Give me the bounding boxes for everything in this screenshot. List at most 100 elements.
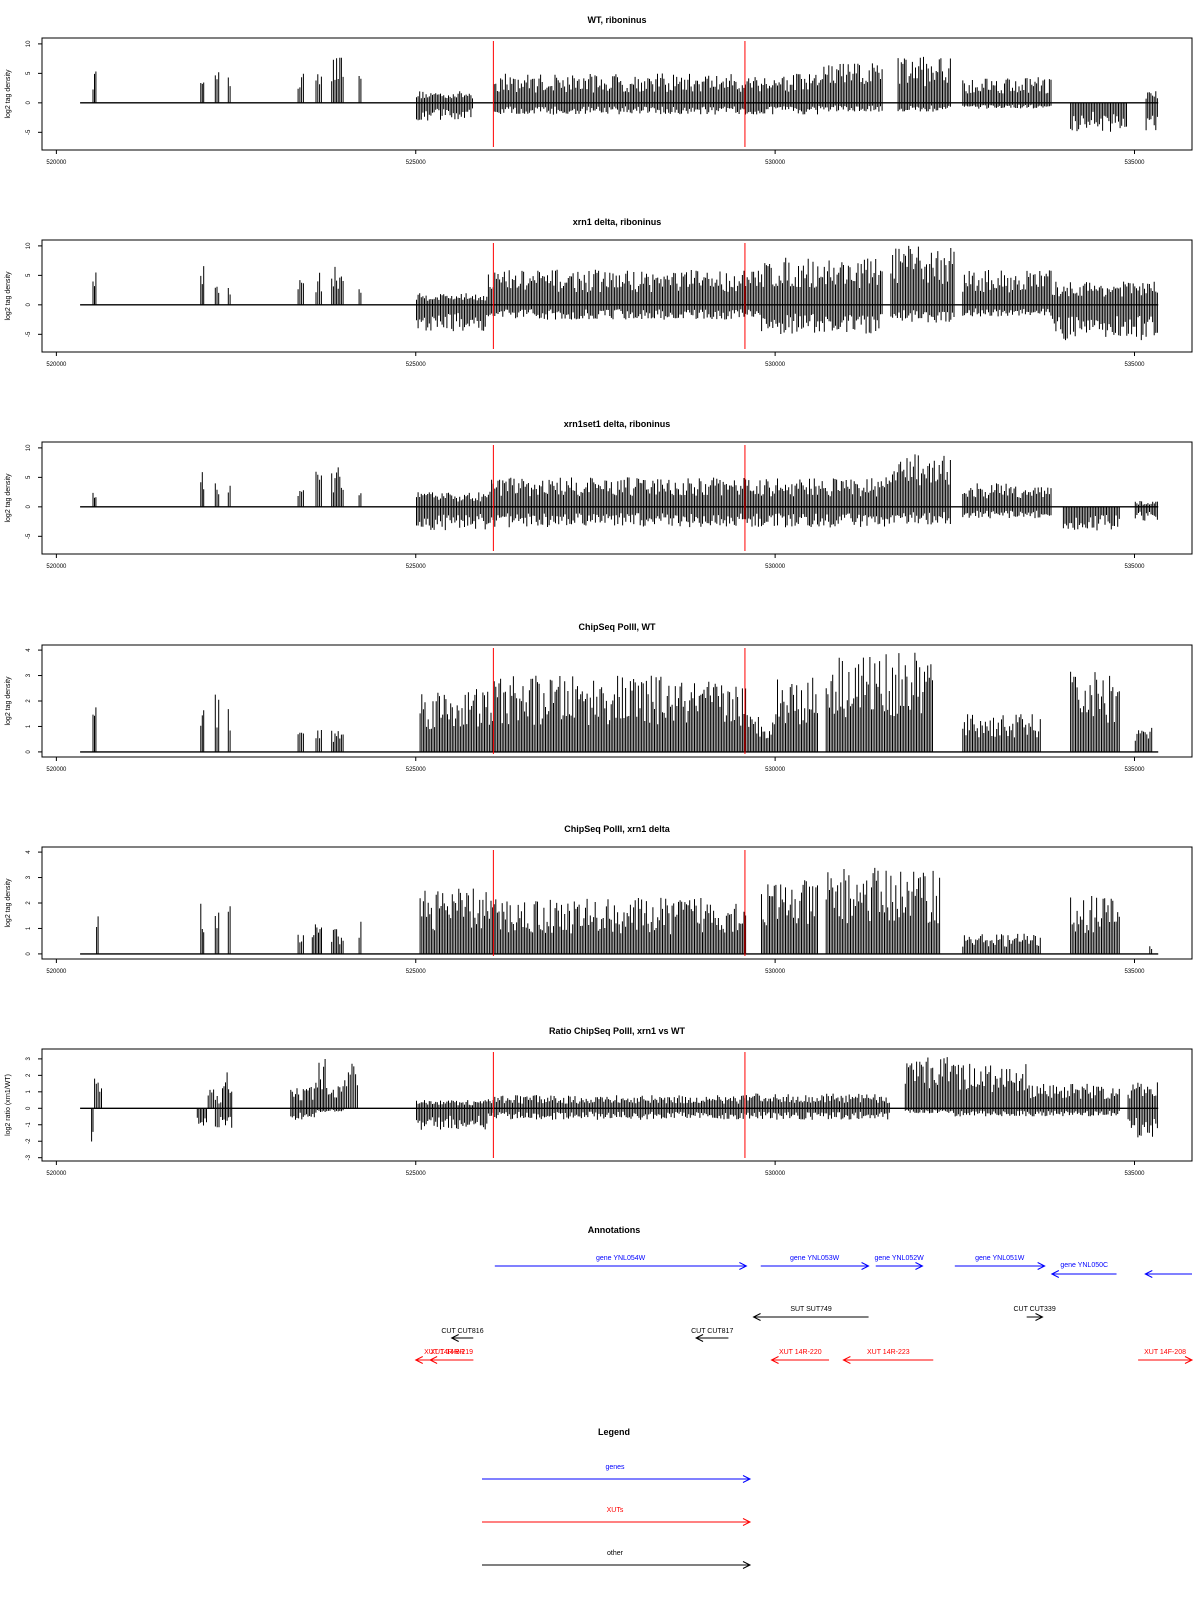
panel-3: xrn1set1 delta, riboninus log2 tag densit… — [5, 419, 1193, 570]
annotation-xut: XUT 14R-223 — [842, 1349, 934, 1364]
x-tick-label: 535000 — [1124, 160, 1145, 166]
data-segment — [1149, 946, 1153, 954]
data-segment — [207, 1089, 215, 1109]
annotation-label: XUT 14R-220 — [779, 1349, 822, 1356]
panel-1: WT, riboninus log2 tag density -5 0 5 10 52000… — [5, 15, 1193, 166]
x-tick-label: 525000 — [406, 767, 427, 773]
annotation-label: XUT 14F-208 — [1144, 1349, 1186, 1356]
data-segment — [890, 870, 941, 954]
annotation-xut: XUT 14F-208 — [1138, 1349, 1194, 1364]
annotation-label: SUT SUT749 — [790, 1306, 832, 1313]
y-tick-label: 10 — [26, 444, 32, 451]
data-segment — [214, 912, 220, 954]
data-segment — [331, 57, 344, 103]
x-tick-label: 535000 — [1124, 1171, 1145, 1177]
annotation-other: CUT CUT816 — [441, 1328, 484, 1342]
annotation-arrow-head — [739, 1262, 748, 1270]
data-bars — [92, 245, 1158, 341]
x-tick-label: 525000 — [406, 362, 427, 368]
annotation-xut: XUT 14R-220 — [770, 1349, 830, 1364]
legend-label: XUTs — [607, 1507, 624, 1514]
data-segment — [761, 880, 818, 954]
annotation-label: CUT CUT817 — [691, 1328, 733, 1335]
panel-title: WT, riboninus — [588, 15, 647, 25]
data-segment — [297, 280, 304, 305]
annotation-other: CUT CUT339 — [1013, 1306, 1056, 1321]
data-segment — [890, 245, 955, 323]
annotation-label: CUT CUT339 — [1013, 1306, 1055, 1313]
data-segment — [214, 72, 220, 103]
annotation-gene: gene YNL052W — [874, 1255, 924, 1270]
data-segment — [487, 269, 761, 320]
data-segment — [196, 1108, 207, 1126]
data-segment — [227, 77, 231, 103]
data-segment — [416, 1100, 488, 1130]
x-tick-label: 530000 — [765, 969, 786, 975]
y-tick-label: 0 — [26, 303, 32, 307]
annotation-arrow-head — [450, 1334, 459, 1342]
legend-item-xut: XUTs — [482, 1507, 752, 1526]
legend-panel: Legend genes XUTs other — [482, 1427, 752, 1569]
data-segment — [775, 677, 818, 752]
y-tick-label: -3 — [26, 1154, 32, 1160]
data-segment — [674, 681, 747, 752]
y-tick-label: 3 — [26, 673, 32, 677]
annotation-arrow-head — [1144, 1270, 1153, 1278]
annotation-arrow-head — [842, 1356, 851, 1364]
data-segment — [1145, 91, 1158, 131]
data-segment — [416, 492, 488, 531]
data-segment — [761, 73, 818, 115]
data-segment — [227, 709, 231, 752]
data-bars — [92, 454, 1158, 531]
annotation-arrow-head — [429, 1356, 438, 1364]
data-segment — [1027, 1083, 1120, 1117]
panel-title: ChipSeq PolII, WT — [579, 622, 656, 632]
data-segment — [825, 867, 890, 954]
data-segment — [290, 1087, 315, 1120]
data-segment — [344, 1072, 351, 1109]
data-segment — [1070, 896, 1120, 954]
annotation-gene: gene YNL054W — [494, 1255, 748, 1270]
y-axis-label: log2 tag density — [5, 473, 12, 523]
data-segment — [358, 921, 362, 954]
legend-arrow-head — [742, 1475, 752, 1483]
annotation-gene — [1144, 1270, 1192, 1278]
annotation-gene: gene YNL050C — [1050, 1262, 1117, 1278]
legend-arrow-head — [742, 1561, 752, 1569]
panel-2: xrn1 delta, riboninus log2 tag density -5 0… — [5, 217, 1193, 368]
y-tick-label: 0 — [26, 750, 32, 754]
annotation-arrow-head — [770, 1356, 779, 1364]
legend-arrow-head — [742, 1518, 752, 1526]
y-tick-label: 3 — [26, 875, 32, 879]
y-tick-label: 0 — [26, 101, 32, 105]
data-segment — [739, 1093, 890, 1120]
annotation-arrow-head — [1050, 1270, 1060, 1278]
data-segment — [761, 257, 883, 334]
data-segment — [331, 730, 344, 752]
annotation-label: gene YNL054W — [596, 1255, 646, 1262]
annotations-panel: Annotations gene YNL054W gene YNL053W gene … — [414, 1225, 1194, 1364]
x-tick-label: 530000 — [765, 767, 786, 773]
x-tick-label: 525000 — [406, 160, 427, 166]
legend-label: other — [607, 1550, 624, 1557]
data-segment — [315, 471, 322, 507]
x-tick-label: 520000 — [46, 362, 67, 368]
plot-frame — [41, 441, 1193, 555]
annotation-label: XUT 14R-BR — [424, 1349, 465, 1356]
data-segment — [487, 1095, 739, 1120]
data-segment — [890, 652, 933, 752]
annotation-xut: XUT 14R-219 — [429, 1349, 474, 1364]
data-bars — [91, 1057, 1158, 1142]
y-axis-label: log2 ratio (xrn1/WT) — [5, 1074, 12, 1136]
data-segment — [227, 485, 231, 507]
data-bars — [92, 652, 1153, 752]
annotation-arrow-head — [414, 1356, 423, 1364]
x-tick-label: 525000 — [406, 564, 427, 570]
x-tick-label: 520000 — [46, 160, 67, 166]
x-tick-label: 530000 — [765, 160, 786, 166]
data-segment — [962, 483, 1052, 519]
data-segment — [818, 63, 883, 112]
data-segment — [358, 493, 362, 507]
x-tick-label: 535000 — [1124, 564, 1145, 570]
